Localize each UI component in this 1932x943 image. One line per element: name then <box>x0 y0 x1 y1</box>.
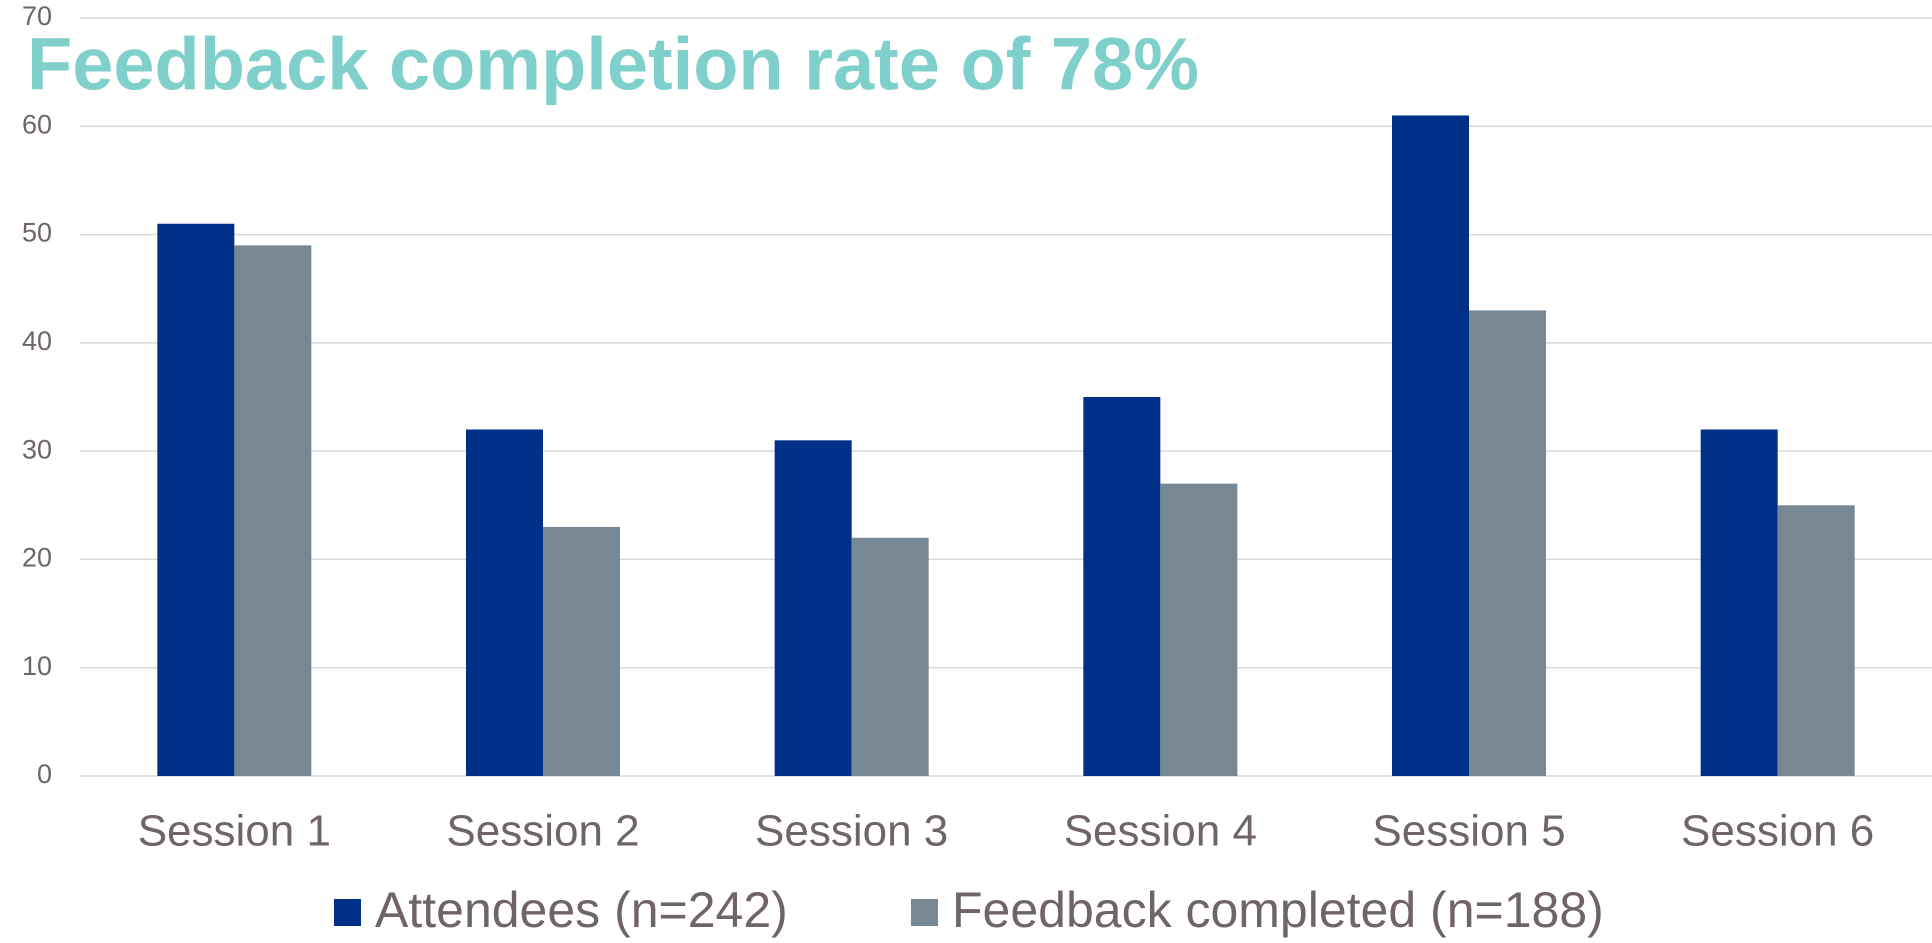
x-tick-label: Session 1 <box>138 807 331 856</box>
x-tick-label: Session 3 <box>755 807 948 856</box>
bar <box>157 223 235 776</box>
legend-label: Attendees (n=242) <box>375 882 788 938</box>
x-tick-label: Session 4 <box>1064 807 1257 856</box>
y-tick-label: 10 <box>22 651 52 681</box>
bar <box>1777 505 1855 776</box>
y-tick-label: 70 <box>22 1 52 31</box>
y-tick-label: 30 <box>22 434 52 464</box>
legend-swatch <box>334 899 361 926</box>
bar <box>1700 429 1778 776</box>
bar <box>1469 310 1546 776</box>
y-tick-label: 20 <box>22 543 52 573</box>
y-tick-label: 0 <box>37 759 52 789</box>
bar <box>1392 115 1469 776</box>
legend-swatch <box>911 899 938 926</box>
bar <box>774 440 852 776</box>
chart-title: Feedback completion rate of 78% <box>27 23 1199 106</box>
x-tick-label: Session 5 <box>1372 807 1565 856</box>
x-tick-label: Session 6 <box>1681 807 1874 856</box>
bar <box>1083 397 1161 776</box>
bar <box>234 245 312 776</box>
bar <box>466 429 543 776</box>
bar <box>543 526 620 776</box>
y-tick-label: 60 <box>22 109 52 139</box>
y-tick-label: 40 <box>22 326 52 356</box>
x-tick-label: Session 2 <box>446 807 639 856</box>
y-tick-label: 50 <box>22 218 52 248</box>
bar <box>851 537 929 776</box>
legend-label: Feedback completed (n=188) <box>952 882 1604 938</box>
bar <box>1160 483 1238 776</box>
